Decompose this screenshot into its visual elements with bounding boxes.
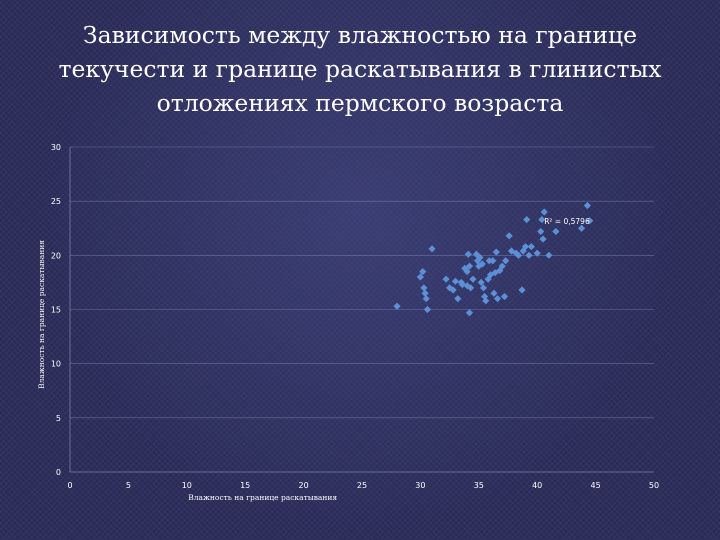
data-points — [393, 201, 594, 317]
axes — [69, 147, 654, 473]
data-point — [423, 305, 432, 314]
data-point — [492, 248, 500, 256]
x-axis-title: Влажность на границе раскатывания — [188, 493, 337, 502]
data-point — [478, 260, 486, 268]
r-squared-annotation: R² = 0,5796 — [544, 217, 590, 226]
slide-title-line-3: отложениях пермского возраста — [156, 89, 564, 117]
data-point — [552, 227, 560, 236]
data-point — [486, 271, 495, 279]
data-point — [422, 295, 430, 303]
y-tick-label: 20 — [51, 251, 61, 260]
data-point — [586, 217, 594, 225]
x-tick-label: 15 — [240, 481, 250, 490]
data-point — [416, 273, 424, 281]
x-tick-label: 50 — [649, 481, 659, 490]
data-point — [537, 227, 545, 236]
y-tick-label: 30 — [51, 143, 61, 152]
data-point — [421, 289, 429, 297]
data-point — [538, 215, 546, 224]
x-tick-label: 25 — [357, 481, 367, 490]
data-point — [469, 275, 477, 283]
data-point — [476, 253, 484, 262]
data-point — [393, 302, 401, 310]
data-point — [514, 251, 523, 259]
data-point — [479, 284, 488, 292]
data-point — [490, 289, 498, 297]
data-point — [465, 309, 474, 317]
tick-labels: 0 5 10 15 20 25 30 0 5 10 15 20 25 30 35 40 45 50 — [51, 143, 659, 490]
data-point — [521, 243, 530, 251]
data-point — [523, 215, 531, 224]
data-point — [482, 297, 490, 305]
x-tick-label: 30 — [415, 481, 425, 490]
data-point — [451, 277, 460, 285]
data-point — [498, 262, 506, 270]
data-point — [500, 292, 509, 301]
data-point — [446, 284, 454, 292]
data-point — [428, 245, 436, 253]
data-point — [505, 232, 513, 240]
data-point — [577, 224, 586, 232]
data-point — [502, 257, 510, 265]
data-point — [477, 278, 485, 287]
y-tick-label: 10 — [51, 360, 61, 369]
data-point — [454, 295, 462, 303]
y-tick-label: 0 — [56, 468, 61, 477]
data-point — [545, 251, 553, 259]
data-point — [493, 295, 502, 303]
data-point — [449, 286, 457, 294]
slide-title: Зависимость между влажностью на границе … — [20, 18, 700, 120]
data-point — [525, 251, 533, 259]
x-tick-label: 5 — [126, 481, 131, 490]
x-tick-label: 40 — [532, 481, 542, 490]
y-tick-label: 5 — [56, 414, 61, 423]
data-point — [539, 235, 547, 243]
data-point — [465, 262, 474, 270]
data-point — [463, 267, 471, 276]
slide-title-line-1: Зависимость между влажностью на границе — [82, 21, 638, 49]
y-tick-label: 15 — [51, 306, 61, 315]
data-point — [507, 247, 516, 255]
slide-title-line-2: текучести и границе раскатывания в глини… — [58, 55, 662, 83]
x-tick-label: 10 — [182, 481, 192, 490]
x-tick-label: 45 — [591, 481, 601, 490]
x-tick-label: 0 — [67, 481, 72, 490]
data-point — [583, 201, 592, 210]
data-point — [420, 284, 428, 292]
x-tick-label: 20 — [299, 481, 309, 490]
data-point — [467, 284, 475, 292]
data-point — [442, 275, 450, 283]
x-tick-label: 35 — [474, 481, 484, 490]
data-point — [464, 250, 472, 258]
y-axis-title: Влажность на границе раскатывания — [37, 240, 46, 389]
data-point — [518, 286, 526, 294]
data-point — [527, 243, 535, 251]
data-point — [491, 269, 499, 277]
gridlines — [70, 146, 654, 419]
y-tick-label: 25 — [51, 197, 61, 206]
data-point — [533, 249, 541, 257]
data-point — [540, 208, 548, 216]
data-point — [475, 262, 483, 270]
data-point — [489, 257, 497, 265]
data-point — [419, 267, 427, 276]
